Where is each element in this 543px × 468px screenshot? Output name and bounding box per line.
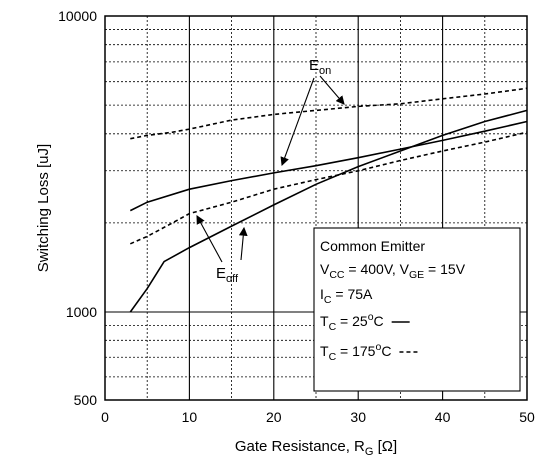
y-tick-label: 10000 xyxy=(58,8,97,24)
legend-line: VCC = 400V, VGE = 15V xyxy=(320,261,466,281)
annotation-arrow xyxy=(280,77,315,167)
eoff-annotation-sub: off xyxy=(226,273,239,285)
legend-text-part: V xyxy=(320,261,330,277)
legend-text-part: C xyxy=(329,321,337,333)
legend-text-part: = 75A xyxy=(331,286,373,302)
legend-line: TC = 25oC xyxy=(320,311,384,333)
eon-annotation-main: E xyxy=(309,57,319,74)
series-line-eon_25 xyxy=(129,120,528,212)
series-line-eoff_25 xyxy=(129,109,528,313)
legend-text-part: o xyxy=(368,311,374,323)
legend-line: IC = 75A xyxy=(320,286,373,306)
legend-line: Common Emitter xyxy=(320,238,425,254)
x-tick-label: 50 xyxy=(519,409,535,425)
legend-text-part: C xyxy=(381,343,391,359)
legend-line: TC = 175oC xyxy=(320,341,391,363)
x-tick-label: 10 xyxy=(182,409,198,425)
x-axis-label-unit: [Ω] xyxy=(373,438,397,455)
y-tick-label: 500 xyxy=(74,392,98,408)
annotation-arrow xyxy=(196,215,223,263)
y-tick-labels: 500 1000 10000 xyxy=(58,8,97,408)
eoff-annotation: Eoff xyxy=(216,265,239,285)
eon-annotation-sub: on xyxy=(319,65,331,77)
annotation-arrow xyxy=(238,226,248,261)
legend-text-part: = 25 xyxy=(336,313,368,329)
x-tick-label: 30 xyxy=(350,409,366,425)
legend-box xyxy=(313,227,521,392)
legend-text-part: C xyxy=(374,313,384,329)
legend-text-part: I xyxy=(320,286,324,302)
x-tick-label: 40 xyxy=(435,409,451,425)
series-line-eoff_175 xyxy=(129,131,528,245)
legend-text-part: C xyxy=(324,294,332,306)
y-axis-label: Switching Loss [uJ] xyxy=(35,144,52,272)
legend-text-part: CC xyxy=(329,269,345,281)
legend-text-part: T xyxy=(320,313,329,329)
legend-text-part: o xyxy=(375,341,381,353)
eoff-annotation-main: E xyxy=(216,265,226,282)
annotation-arrow xyxy=(319,75,345,105)
y-tick-label: 1000 xyxy=(66,304,97,320)
legend-text-part: = 175 xyxy=(336,343,376,359)
legend-text-part: GE xyxy=(409,269,424,281)
annotation-arrows xyxy=(196,75,345,263)
legend-text-part: = 400V, V xyxy=(345,261,410,277)
x-tick-label: 20 xyxy=(266,409,282,425)
series-line-eon_175 xyxy=(130,87,528,140)
plot-frame xyxy=(104,15,528,401)
legend-text-part: C xyxy=(329,351,337,363)
series-lines xyxy=(129,87,528,313)
x-axis-label: Gate Resistance, RG [Ω] xyxy=(235,438,397,458)
x-axis-label-main: Gate Resistance, R xyxy=(235,438,365,455)
x-axis-label-sub: G xyxy=(365,446,374,458)
eon-annotation: Eon xyxy=(309,57,331,77)
x-tick-label: 0 xyxy=(101,409,109,425)
legend-text-part: T xyxy=(320,343,329,359)
x-tick-labels: 0 10 20 30 40 50 xyxy=(101,409,535,425)
legend-text-part: = 15V xyxy=(424,261,466,277)
